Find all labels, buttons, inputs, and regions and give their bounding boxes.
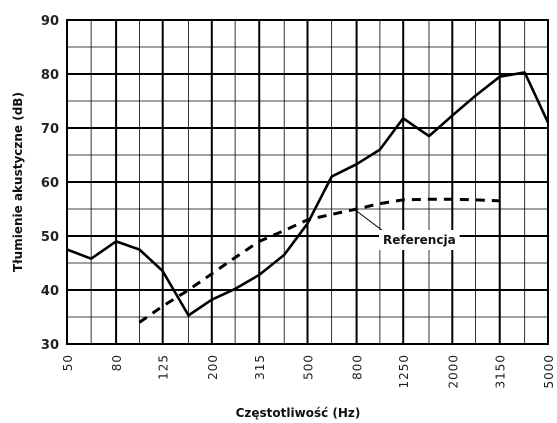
x-tick-label-3150: 3150 [494,354,508,389]
x-tick-label-50: 50 [61,354,75,371]
series-line-1 [138,197,500,324]
x-tick-label-500: 500 [302,354,316,380]
y-tick-label-50: 50 [41,230,59,245]
x-tick-label-125: 125 [157,354,171,380]
y-tick-label-30: 30 [41,338,59,353]
y-tick-label-60: 60 [41,176,59,191]
plot-frame [66,19,549,345]
x-tick-label-80: 80 [110,354,124,371]
x-tick-label-5000: 5000 [542,354,556,389]
x-tick-label-315: 315 [253,354,267,380]
annotation-box-0 [379,230,460,250]
x-tick-label-1250: 1250 [397,354,411,389]
x-axis-label: Częstotliwość (Hz) [236,406,361,420]
y-axis-label: Tłumienie akustyczne (dB) [11,92,25,272]
x-tick-label-800: 800 [351,354,365,380]
y-tick-label-40: 40 [41,284,59,299]
x-tick-label-2000: 2000 [446,354,460,389]
y-tick-label-80: 80 [41,68,59,83]
y-tick-label-90: 90 [41,14,59,29]
annotation-label-0: Referencja [383,233,456,247]
x-tick-label-200: 200 [206,354,220,380]
y-tick-label-70: 70 [41,122,59,137]
